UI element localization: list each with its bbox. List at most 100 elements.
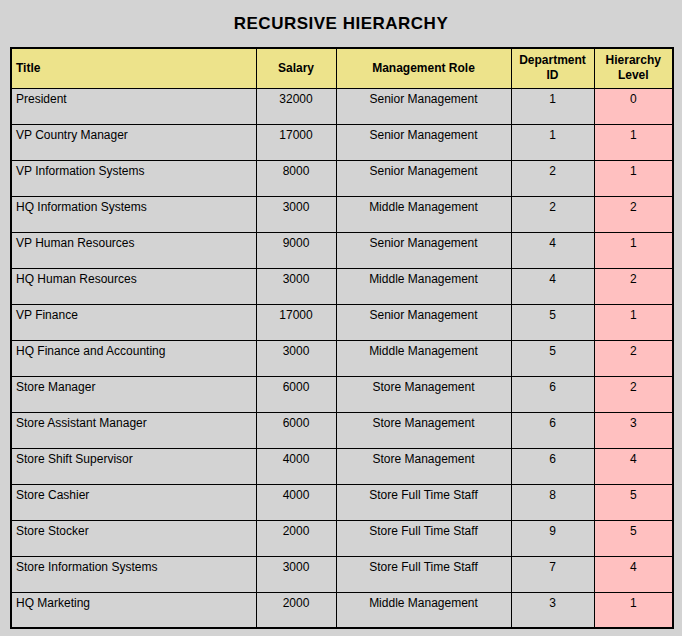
cell-title: Store Assistant Manager [11, 412, 256, 448]
cell-title: VP Information Systems [11, 160, 256, 196]
cell-salary: 4000 [256, 448, 336, 484]
cell-management-role: Senior Management [336, 124, 511, 160]
cell-title: Store Shift Supervisor [11, 448, 256, 484]
cell-department-id: 6 [511, 412, 594, 448]
table-row: VP Information Systems 8000 Senior Manag… [11, 160, 673, 196]
cell-management-role: Senior Management [336, 88, 511, 124]
cell-hierarchy-level: 2 [594, 268, 673, 304]
cell-salary: 3000 [256, 556, 336, 592]
page-title: RECURSIVE HIERARCHY [0, 0, 682, 47]
table-row: Store Shift Supervisor 4000 Store Manage… [11, 448, 673, 484]
cell-hierarchy-level: 4 [594, 556, 673, 592]
cell-title: HQ Marketing [11, 592, 256, 628]
cell-salary: 3000 [256, 340, 336, 376]
cell-department-id: 1 [511, 124, 594, 160]
column-header-salary: Salary [256, 48, 336, 88]
cell-salary: 17000 [256, 304, 336, 340]
cell-department-id: 2 [511, 196, 594, 232]
cell-department-id: 1 [511, 88, 594, 124]
cell-management-role: Store Full Time Staff [336, 556, 511, 592]
table-row: VP Human Resources 9000 Senior Managemen… [11, 232, 673, 268]
cell-salary: 3000 [256, 268, 336, 304]
cell-department-id: 7 [511, 556, 594, 592]
cell-salary: 3000 [256, 196, 336, 232]
cell-title: HQ Finance and Accounting [11, 340, 256, 376]
cell-title: VP Human Resources [11, 232, 256, 268]
table-row: HQ Finance and Accounting 3000 Middle Ma… [11, 340, 673, 376]
cell-hierarchy-level: 4 [594, 448, 673, 484]
cell-salary: 9000 [256, 232, 336, 268]
cell-department-id: 6 [511, 376, 594, 412]
column-header-hierarchy-level: Hierarchy Level [594, 48, 673, 88]
cell-department-id: 2 [511, 160, 594, 196]
cell-management-role: Store Full Time Staff [336, 484, 511, 520]
cell-management-role: Middle Management [336, 196, 511, 232]
cell-title: Store Information Systems [11, 556, 256, 592]
table-row: Store Cashier 4000 Store Full Time Staff… [11, 484, 673, 520]
cell-hierarchy-level: 1 [594, 232, 673, 268]
table-row: Store Assistant Manager 6000 Store Manag… [11, 412, 673, 448]
cell-department-id: 4 [511, 268, 594, 304]
cell-hierarchy-level: 1 [594, 124, 673, 160]
cell-salary: 2000 [256, 592, 336, 628]
cell-department-id: 5 [511, 304, 594, 340]
cell-department-id: 6 [511, 448, 594, 484]
cell-management-role: Middle Management [336, 592, 511, 628]
table-row: Store Information Systems 3000 Store Ful… [11, 556, 673, 592]
cell-hierarchy-level: 1 [594, 592, 673, 628]
cell-title: Store Manager [11, 376, 256, 412]
table-row: Store Manager 6000 Store Management 6 2 [11, 376, 673, 412]
cell-hierarchy-level: 5 [594, 484, 673, 520]
cell-title: HQ Human Resources [11, 268, 256, 304]
cell-management-role: Store Management [336, 448, 511, 484]
cell-title: HQ Information Systems [11, 196, 256, 232]
hierarchy-table: Title Salary Management Role Department … [10, 47, 674, 629]
cell-title: Store Cashier [11, 484, 256, 520]
cell-management-role: Store Full Time Staff [336, 520, 511, 556]
cell-hierarchy-level: 1 [594, 160, 673, 196]
cell-management-role: Senior Management [336, 160, 511, 196]
table-body: President 32000 Senior Management 1 0 VP… [11, 88, 673, 628]
cell-salary: 6000 [256, 412, 336, 448]
cell-salary: 32000 [256, 88, 336, 124]
cell-management-role: Store Management [336, 412, 511, 448]
cell-management-role: Middle Management [336, 268, 511, 304]
cell-hierarchy-level: 3 [594, 412, 673, 448]
cell-hierarchy-level: 1 [594, 304, 673, 340]
cell-department-id: 4 [511, 232, 594, 268]
cell-title: Store Stocker [11, 520, 256, 556]
column-header-title: Title [11, 48, 256, 88]
cell-hierarchy-level: 2 [594, 376, 673, 412]
cell-department-id: 5 [511, 340, 594, 376]
header-row: Title Salary Management Role Department … [11, 48, 673, 88]
table-row: VP Country Manager 17000 Senior Manageme… [11, 124, 673, 160]
table-row: HQ Information Systems 3000 Middle Manag… [11, 196, 673, 232]
table-row: HQ Human Resources 3000 Middle Managemen… [11, 268, 673, 304]
column-header-department-id: Department ID [511, 48, 594, 88]
column-header-management-role: Management Role [336, 48, 511, 88]
cell-salary: 4000 [256, 484, 336, 520]
table-row: President 32000 Senior Management 1 0 [11, 88, 673, 124]
cell-title: President [11, 88, 256, 124]
cell-title: VP Finance [11, 304, 256, 340]
cell-department-id: 8 [511, 484, 594, 520]
cell-management-role: Senior Management [336, 304, 511, 340]
table-row: HQ Marketing 2000 Middle Management 3 1 [11, 592, 673, 628]
cell-salary: 6000 [256, 376, 336, 412]
cell-salary: 8000 [256, 160, 336, 196]
cell-hierarchy-level: 2 [594, 196, 673, 232]
table-row: Store Stocker 2000 Store Full Time Staff… [11, 520, 673, 556]
cell-title: VP Country Manager [11, 124, 256, 160]
cell-management-role: Store Management [336, 376, 511, 412]
cell-department-id: 9 [511, 520, 594, 556]
cell-hierarchy-level: 2 [594, 340, 673, 376]
cell-salary: 17000 [256, 124, 336, 160]
cell-management-role: Senior Management [336, 232, 511, 268]
cell-salary: 2000 [256, 520, 336, 556]
table-header: Title Salary Management Role Department … [11, 48, 673, 88]
cell-management-role: Middle Management [336, 340, 511, 376]
cell-hierarchy-level: 5 [594, 520, 673, 556]
cell-hierarchy-level: 0 [594, 88, 673, 124]
cell-department-id: 3 [511, 592, 594, 628]
table-row: VP Finance 17000 Senior Management 5 1 [11, 304, 673, 340]
